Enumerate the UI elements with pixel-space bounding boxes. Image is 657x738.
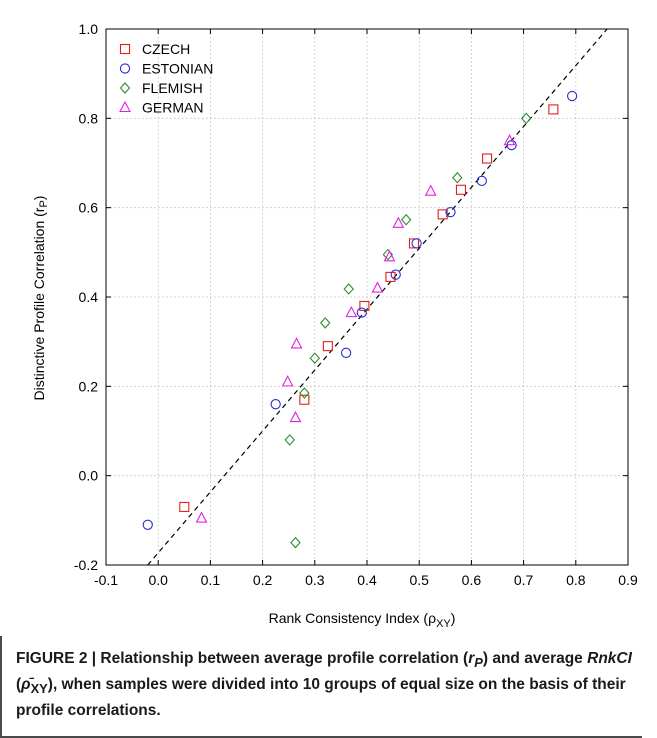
legend-label-estonian: ESTONIAN — [142, 61, 213, 77]
data-point-czech — [385, 271, 396, 282]
data-point-estonian — [445, 206, 456, 218]
data-point-flemish — [290, 536, 301, 549]
data-point-estonian — [356, 307, 367, 318]
data-point-german — [195, 511, 208, 523]
grid-lines — [105, 28, 629, 566]
legend-marker-flemish — [119, 82, 131, 94]
data-point-german — [392, 216, 405, 228]
y-tick-label: 0.2 — [79, 378, 99, 394]
y-tick-label: 0.0 — [79, 468, 99, 484]
data-point-czech — [179, 501, 190, 512]
data-point-estonian — [340, 347, 352, 358]
x-tick-label: 0.4 — [357, 572, 377, 588]
data-point-flemish — [400, 213, 412, 226]
data-point-czech — [482, 153, 493, 164]
figure-caption: FIGURE 2 | Relationship between average … — [16, 650, 632, 720]
legend-marker-estonian — [119, 63, 131, 74]
x-tick-label: -0.1 — [94, 572, 118, 588]
data-point-german — [289, 410, 302, 423]
x-tick-label: 0.3 — [305, 572, 325, 588]
data-point-german — [290, 337, 303, 349]
y-tick-label: 0.4 — [79, 289, 99, 305]
data-point-german — [503, 133, 516, 146]
data-point-estonian — [270, 399, 281, 410]
data-point-flemish — [452, 171, 463, 184]
data-point-czech — [437, 209, 448, 220]
x-axis-label: Rank Consistency Index (ρXY) — [269, 610, 456, 630]
data-point-estonian — [566, 90, 578, 102]
data-point-czech — [455, 184, 467, 195]
data-point-czech — [322, 341, 333, 352]
data-point-german — [424, 184, 437, 196]
data-point-german — [383, 250, 396, 262]
data-point-flemish — [299, 387, 310, 399]
legend-label-flemish: FLEMISH — [142, 80, 203, 96]
legend: CZECH ESTONIAN FLEMISH GERMAN — [119, 41, 213, 116]
y-tick-label: 0.6 — [79, 200, 99, 216]
data-point-german — [281, 375, 294, 387]
data-point-flemish — [309, 352, 321, 365]
data-point-czech — [548, 104, 559, 115]
data-point-czech — [359, 300, 370, 311]
data-point-german — [345, 305, 358, 318]
data-point-czech — [408, 238, 420, 249]
legend-marker-czech — [119, 43, 131, 55]
x-tick-label: 0.6 — [462, 572, 482, 588]
caption-box: FIGURE 2 | Relationship between average … — [0, 636, 642, 738]
tick-labels: -0.1 0.0 0.1 0.2 0.3 0.4 0.5 0.6 0.7 0.8 0.9 -0.2 0.… — [74, 21, 638, 588]
data-point-estonian — [142, 519, 153, 530]
plot-frame — [105, 28, 629, 566]
x-tick-label: 0.5 — [409, 572, 429, 588]
data-point-flemish — [320, 317, 331, 329]
data-point-estonian — [390, 269, 401, 280]
x-tick-label: 0.8 — [566, 572, 586, 588]
data-point-czech — [299, 394, 310, 405]
x-tick-label: 0.0 — [148, 572, 168, 588]
data-point-estonian — [411, 238, 422, 249]
y-tick-label: -0.2 — [74, 557, 98, 573]
x-tick-label: 0.9 — [618, 572, 638, 588]
data-point-flemish — [284, 434, 295, 446]
scatter-chart: -0.1 0.0 0.1 0.2 0.3 0.4 0.5 0.6 0.7 0.8 0.9 -0.2 0.… — [31, 21, 638, 630]
data-point-estonian — [476, 175, 487, 187]
legend-label-czech: CZECH — [142, 41, 190, 57]
x-tick-label: 0.1 — [201, 572, 221, 588]
data-points — [142, 90, 578, 549]
legend-marker-german — [119, 100, 131, 113]
data-point-flemish — [520, 112, 532, 125]
y-axis-label: Distinctive Profile Correlation (rP) — [31, 196, 50, 401]
data-point-german — [371, 281, 384, 293]
y-tick-label: 0.8 — [79, 110, 99, 126]
y-tick-label: 1.0 — [79, 21, 99, 37]
x-tick-label: 0.7 — [514, 572, 534, 588]
legend-label-german: GERMAN — [142, 100, 203, 116]
data-point-flemish — [343, 283, 354, 295]
x-tick-label: 0.2 — [253, 572, 273, 588]
